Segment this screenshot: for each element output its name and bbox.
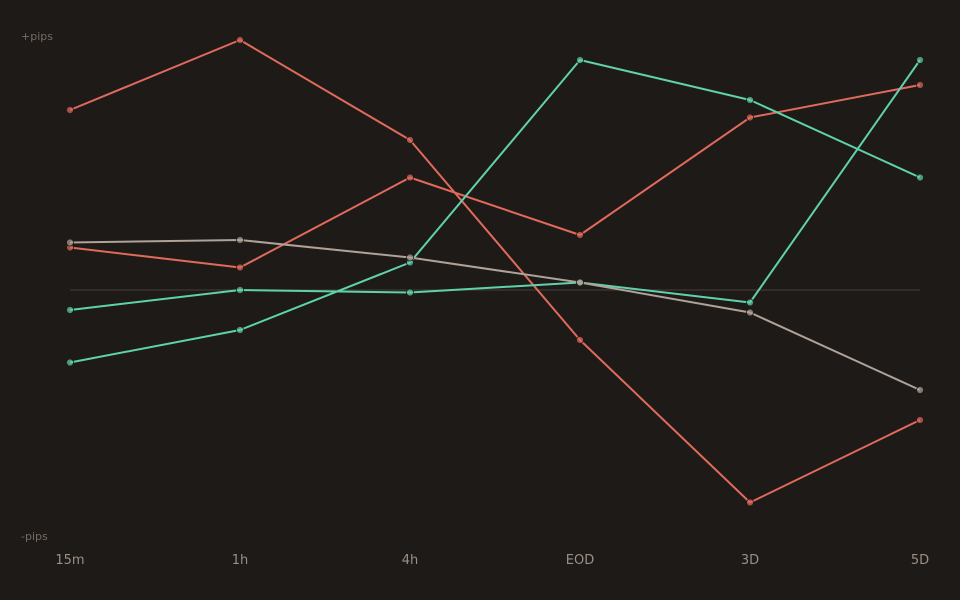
data-point[interactable] [916,173,924,182]
data-point[interactable] [746,498,754,507]
data-point[interactable] [66,106,74,114]
x-tick-label: EOD [566,553,594,568]
data-point[interactable] [406,136,414,144]
y-bottom-label: -pips [21,530,48,543]
data-point[interactable] [66,358,74,367]
data-point[interactable] [66,238,74,247]
data-point[interactable] [236,36,244,44]
data-point[interactable] [576,278,584,287]
data-point[interactable] [916,56,924,64]
x-axis: 15m 1h 4h EOD 3D 5D [55,553,929,568]
x-tick-label: 15m [55,553,84,568]
data-point[interactable] [406,288,414,297]
y-top-label: +pips [21,30,53,43]
data-point[interactable] [576,56,584,64]
data-point[interactable] [916,416,924,424]
data-point[interactable] [916,386,924,394]
data-point[interactable] [236,286,244,294]
series-line [69,39,921,504]
series-line [69,59,921,364]
series-2 [66,81,924,272]
series-4 [66,56,924,367]
series-5 [66,236,924,394]
data-point[interactable] [236,326,244,334]
data-point[interactable] [746,308,754,317]
data-point[interactable] [916,81,924,89]
data-point[interactable] [66,306,74,314]
x-tick-label: 1h [232,553,249,568]
data-point[interactable] [576,336,584,344]
series-layer [66,36,924,507]
series-1 [66,36,924,507]
data-point[interactable] [746,113,754,122]
series-line [69,59,921,311]
x-tick-label: 5D [911,553,929,568]
data-point[interactable] [746,96,754,104]
data-point[interactable] [576,231,584,239]
x-tick-label: 4h [402,553,419,568]
data-point[interactable] [746,298,754,307]
series-3 [66,56,924,314]
data-point[interactable] [236,263,244,272]
data-point[interactable] [406,173,414,182]
x-tick-label: 3D [741,553,759,568]
data-point[interactable] [236,236,244,244]
series-line [69,239,921,391]
data-point[interactable] [406,253,414,262]
